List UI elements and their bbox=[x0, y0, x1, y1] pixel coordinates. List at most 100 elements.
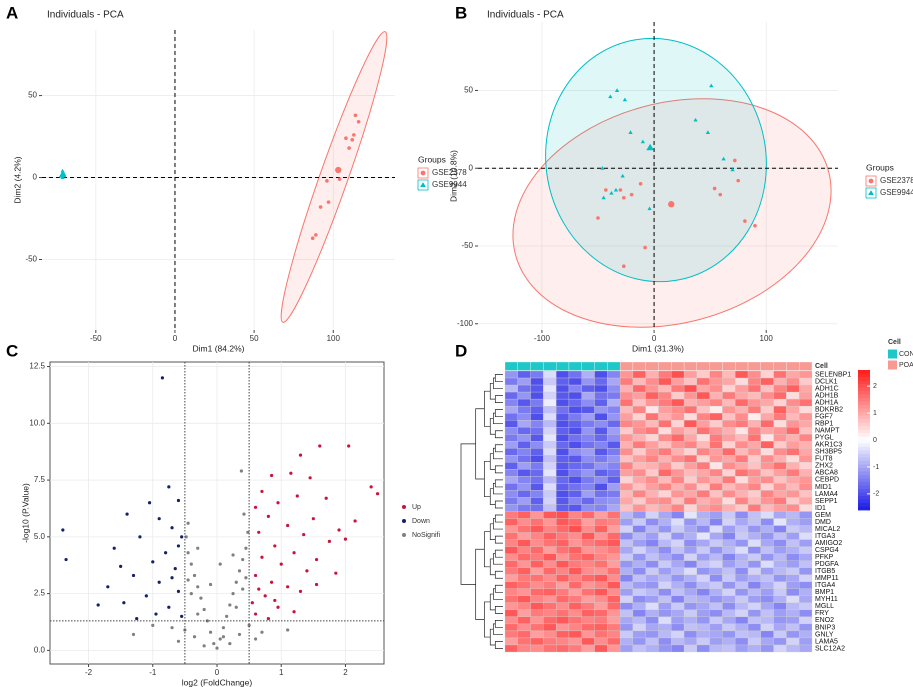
heatmap-cell bbox=[747, 567, 761, 575]
x-tick-label: 1 bbox=[279, 668, 284, 677]
data-point bbox=[375, 492, 380, 496]
heatmap-cell bbox=[632, 420, 646, 428]
heatmap-cell bbox=[799, 434, 813, 442]
heatmap-cell bbox=[773, 595, 787, 603]
heatmap-cell bbox=[735, 504, 749, 512]
row-label: CEBPD bbox=[815, 477, 839, 484]
heatmap-cell bbox=[530, 483, 544, 491]
row-label: MGLL bbox=[815, 603, 834, 610]
heatmap-cell bbox=[607, 405, 621, 414]
heatmap-cell bbox=[735, 602, 749, 611]
heatmap-cell bbox=[645, 637, 659, 646]
annotation-cell bbox=[645, 361, 659, 371]
heatmap-cell bbox=[709, 370, 723, 379]
heatmap-cell bbox=[773, 532, 787, 540]
heatmap-cell bbox=[594, 630, 608, 639]
data-point bbox=[618, 188, 623, 192]
heatmap-cell bbox=[543, 560, 557, 568]
heatmap-cell bbox=[747, 384, 761, 393]
heatmap-cell bbox=[799, 427, 813, 435]
legend-symbol bbox=[868, 190, 874, 196]
group-mean bbox=[335, 166, 342, 174]
heatmap-cell bbox=[607, 546, 621, 554]
legend-symbol bbox=[402, 505, 406, 509]
heatmap-cell bbox=[504, 581, 518, 589]
heatmap-cell bbox=[632, 384, 646, 393]
heatmap-cell bbox=[556, 630, 570, 639]
heatmap-cell bbox=[632, 462, 646, 470]
heatmap-cell bbox=[530, 455, 544, 463]
heatmap-cell bbox=[799, 609, 813, 618]
heatmap-cell bbox=[735, 398, 749, 407]
heatmap-cell bbox=[645, 553, 659, 561]
heatmap-cell bbox=[568, 511, 582, 519]
heatmap-cell bbox=[594, 370, 608, 379]
y-tick-label: 5.0 bbox=[34, 532, 46, 541]
annotation-cell bbox=[517, 361, 531, 371]
heatmap-cell bbox=[773, 588, 787, 596]
heatmap-cell bbox=[658, 448, 672, 456]
heatmap-cell bbox=[556, 546, 570, 554]
heatmap-cell bbox=[607, 602, 621, 611]
heatmap-cell bbox=[735, 630, 749, 639]
heatmap-cell bbox=[517, 441, 531, 449]
data-point bbox=[189, 592, 193, 596]
colorbar-step bbox=[858, 503, 870, 507]
heatmap-cell bbox=[517, 525, 531, 533]
data-point bbox=[292, 551, 296, 555]
heatmap-cell bbox=[504, 602, 518, 611]
heatmap-cell bbox=[543, 370, 557, 379]
heatmap-cell bbox=[517, 462, 531, 470]
data-point bbox=[96, 603, 100, 607]
heatmap-cell bbox=[517, 532, 531, 540]
data-point bbox=[215, 646, 219, 650]
colorbar-step bbox=[858, 405, 870, 409]
heatmap-cell bbox=[504, 609, 518, 618]
heatmap-cell bbox=[530, 476, 544, 484]
heatmap-cell bbox=[594, 602, 608, 611]
data-point bbox=[241, 587, 245, 591]
heatmap-cell bbox=[735, 377, 749, 386]
heatmap-cell bbox=[645, 441, 659, 449]
heatmap-cell bbox=[645, 546, 659, 554]
heatmap-cell bbox=[556, 560, 570, 568]
heatmap-cell bbox=[747, 532, 761, 540]
legend-title: Groups bbox=[418, 154, 446, 164]
heatmap-cell bbox=[696, 581, 710, 589]
data-point bbox=[131, 632, 136, 637]
heatmap-cell bbox=[735, 476, 749, 484]
heatmap-cell bbox=[735, 391, 749, 400]
heatmap-cell bbox=[683, 581, 698, 589]
heatmap-cell bbox=[556, 595, 570, 603]
heatmap-cell bbox=[581, 532, 595, 540]
row-label: BDKRB2 bbox=[815, 406, 843, 413]
heatmap-cell bbox=[722, 525, 736, 533]
heatmap-cell bbox=[786, 574, 800, 582]
heatmap-cell bbox=[799, 412, 813, 421]
heatmap-cell bbox=[594, 448, 608, 456]
heatmap-cell bbox=[773, 574, 787, 582]
heatmap-cell bbox=[517, 391, 531, 400]
heatmap-cell bbox=[607, 595, 621, 603]
dendrogram bbox=[494, 444, 503, 453]
heatmap-cell bbox=[645, 567, 659, 575]
heatmap-cell bbox=[799, 448, 813, 456]
data-point bbox=[125, 512, 129, 516]
panel-label: D bbox=[455, 341, 467, 360]
data-point bbox=[242, 512, 246, 516]
heatmap-cell bbox=[581, 384, 595, 393]
heatmap-cell bbox=[543, 630, 557, 639]
heatmap-cell bbox=[619, 623, 634, 632]
heatmap-cell bbox=[683, 455, 698, 463]
heatmap-cell bbox=[799, 462, 813, 470]
data-point bbox=[208, 582, 213, 587]
heatmap-cell bbox=[568, 581, 582, 589]
heatmap-cell bbox=[786, 546, 800, 554]
heatmap-cell bbox=[607, 455, 621, 463]
heatmap-cell bbox=[773, 483, 787, 491]
heatmap-cell bbox=[722, 434, 736, 442]
heatmap-cell bbox=[722, 483, 736, 491]
heatmap-cell bbox=[735, 490, 749, 498]
heatmap-cell bbox=[619, 434, 634, 442]
heatmap-cell bbox=[709, 497, 723, 505]
